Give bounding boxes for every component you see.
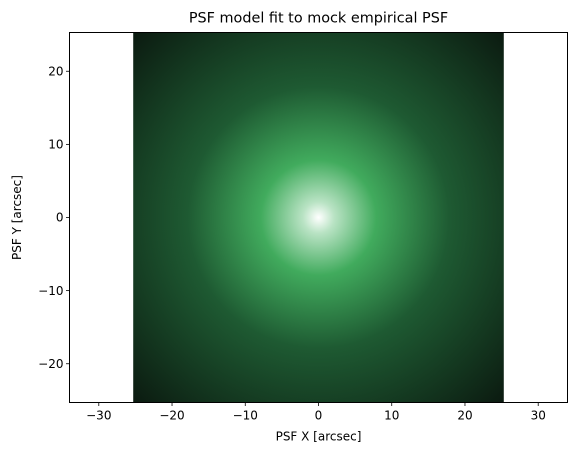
y-tick-label: −10: [38, 284, 63, 298]
x-tick-label: 20: [457, 409, 472, 423]
y-tick-label: −20: [38, 357, 63, 371]
x-tick-label: −20: [159, 409, 184, 423]
x-axis-label: PSF X [arcsec]: [276, 430, 362, 444]
x-axis-ticks: −30 −20 −10 0 10 20 30: [86, 402, 546, 423]
x-tick-label: 0: [315, 409, 323, 423]
plot-area: [69, 32, 568, 403]
y-axis-label: PSF Y [arcsec]: [10, 175, 24, 260]
y-tick-label: 0: [56, 211, 64, 225]
x-tick-label: −10: [233, 409, 258, 423]
x-tick-label: 10: [384, 409, 399, 423]
x-tick-label: −30: [86, 409, 111, 423]
y-tick-label: 10: [48, 138, 63, 152]
chart-title: PSF model fit to mock empirical PSF: [189, 11, 448, 27]
y-tick-label: 20: [48, 64, 63, 78]
psf-image: [133, 32, 504, 403]
y-axis-ticks: −20 −10 0 10 20: [38, 64, 70, 371]
x-tick-label: 30: [531, 409, 546, 423]
